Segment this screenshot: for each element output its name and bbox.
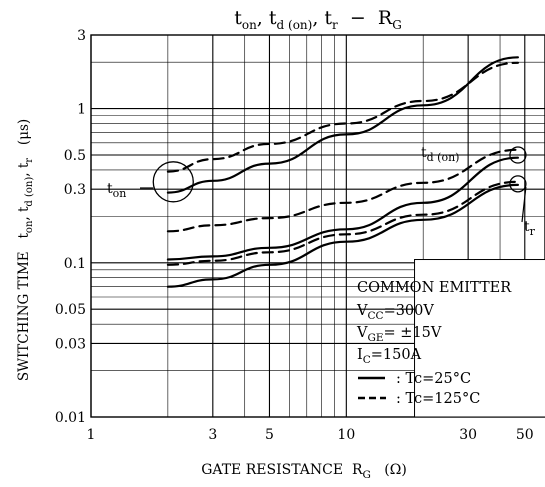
tr-leader-line <box>521 186 527 223</box>
x-tick-label: 5 <box>265 427 274 443</box>
x-tick-label: 10 <box>337 427 355 443</box>
y-tick-label: 3 <box>77 28 86 44</box>
series-td_on-solid <box>166 156 519 261</box>
legend-box <box>414 259 545 418</box>
x-tick-label: 50 <box>516 427 534 443</box>
legend: COMMON EMITTER VCC=300V VGE= ±15V IC=150… <box>356 280 512 407</box>
y-tick-label: 0.03 <box>55 336 86 352</box>
series-tr-solid <box>166 183 519 288</box>
y-axis-label: SWITCHING TIME ton, td (on), tr (μs) <box>16 119 35 381</box>
y-tick-labels: 0.01 0.03 0.05 0.1 0.3 0.5 1 3 <box>55 28 86 426</box>
tr-circle-marker <box>509 175 527 193</box>
data-series <box>166 56 519 288</box>
annotation-td-on: td (on) <box>421 145 459 164</box>
legend-line-vge: VGE= ±15V <box>356 325 442 344</box>
y-tick-label: 0.1 <box>64 256 86 272</box>
annotation-tr: tr <box>524 219 536 238</box>
y-tick-label: 0.01 <box>55 410 86 426</box>
y-tick-label: 0.05 <box>55 302 86 318</box>
x-tick-label: 30 <box>459 427 477 443</box>
annotation-ton: ton <box>107 181 126 200</box>
legend-line-vcc: VCC=300V <box>356 303 434 322</box>
x-axis-label: GATE RESISTANCE RG (Ω) <box>201 462 407 481</box>
x-tick-label: 1 <box>87 427 96 443</box>
legend-line-ic: IC=150A <box>357 347 422 366</box>
curve-label-markers <box>140 146 527 223</box>
series-ton-solid <box>166 56 519 194</box>
y-tick-label: 0.5 <box>64 148 86 164</box>
ton-circle-marker <box>152 161 194 203</box>
y-tick-label: 0.3 <box>64 182 86 198</box>
x-tick-labels: 1 3 5 10 30 50 <box>87 427 534 443</box>
plot-frame <box>90 34 545 418</box>
legend-entry-25c: : Tc=25°C <box>396 371 471 387</box>
series-tr-dashed <box>166 180 519 266</box>
series-td_on-dashed <box>166 148 519 233</box>
y-tick-label: 1 <box>77 102 86 118</box>
tdon-circle-marker <box>509 146 527 164</box>
legend-entry-125c: : Tc=125°C <box>396 391 480 407</box>
series-ton-dashed <box>166 61 519 173</box>
legend-line-common-emitter: COMMON EMITTER <box>357 280 512 296</box>
chart-title: ton, td (on), tr − RG <box>234 7 402 32</box>
x-tick-label: 3 <box>208 427 217 443</box>
